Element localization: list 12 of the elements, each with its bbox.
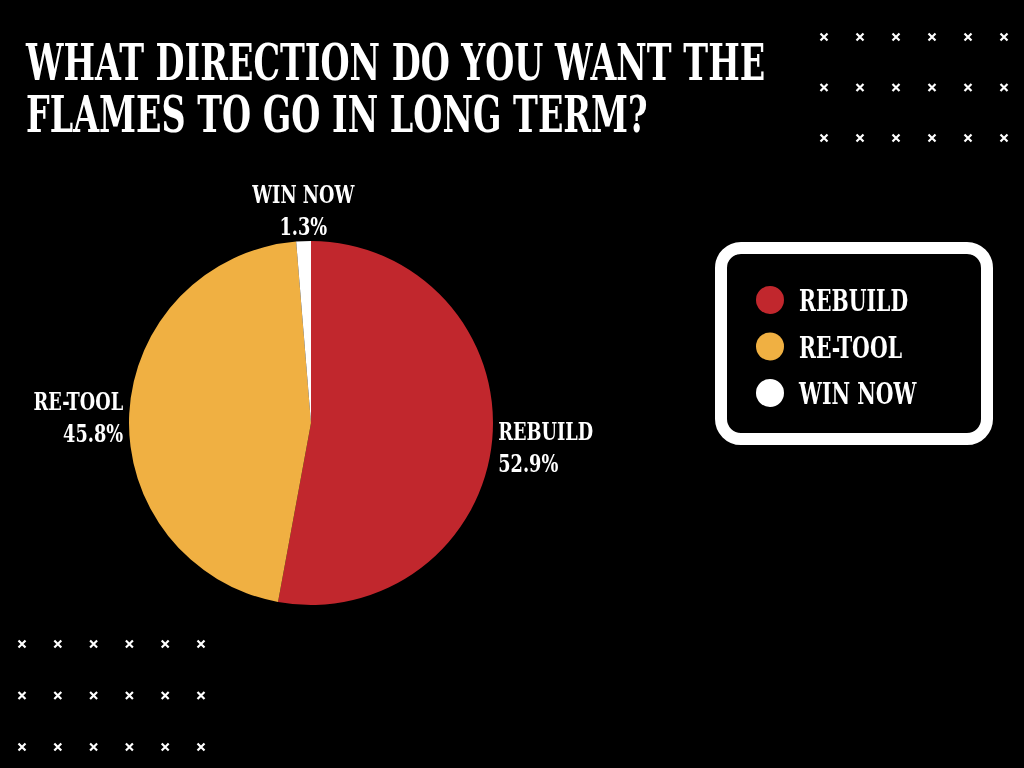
pie-slice xyxy=(278,241,493,605)
slice-label: RE-TOOL xyxy=(33,387,124,416)
data-label: 45.8% xyxy=(63,419,124,448)
slice-label: REBUILD xyxy=(498,417,594,446)
slice-label: WIN NOW xyxy=(251,180,355,209)
legend-label: WIN NOW xyxy=(798,375,918,412)
legend-label: RE-TOOL xyxy=(799,329,902,365)
pie-slice xyxy=(129,241,311,602)
data-label: 1.3% xyxy=(279,212,328,241)
chart-title: WHAT DIRECTION DO YOU WANT THE FLAMES TO GO IN LONG TERM? xyxy=(25,32,766,144)
legend-label: REBUILD xyxy=(799,282,909,319)
data-label: 52.9% xyxy=(498,449,559,478)
